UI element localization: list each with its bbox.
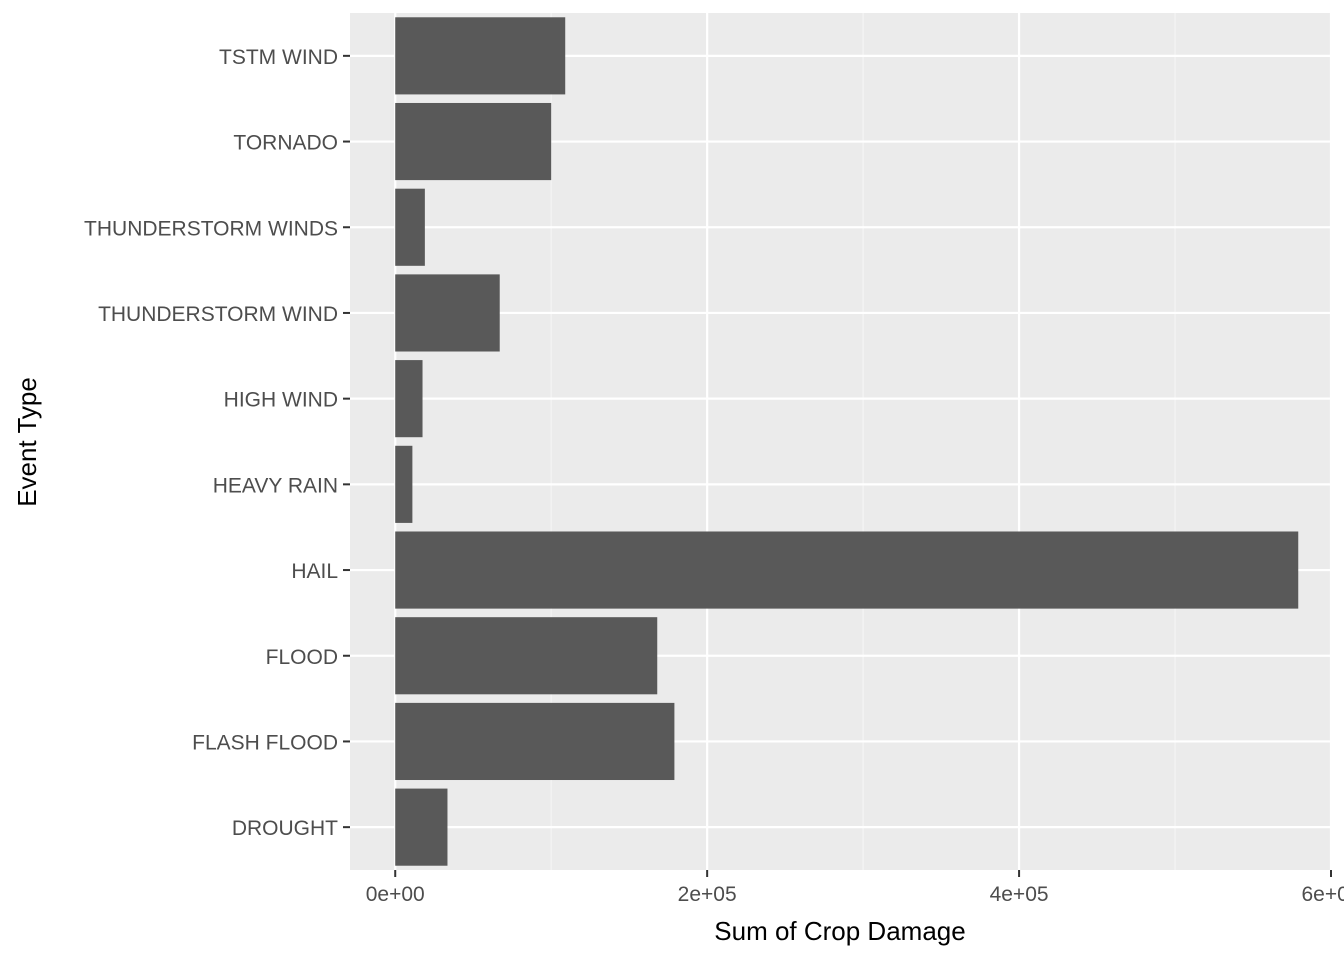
bar	[395, 617, 658, 695]
x-tick-label: 6e+05	[1302, 883, 1344, 906]
y-axis: TSTM WIND TORNADO THUNDERSTORM WINDS THUNDE…	[84, 46, 350, 840]
y-tick-label: DROUGHT	[232, 817, 338, 840]
y-tick-label: HAIL	[291, 560, 338, 583]
bar	[395, 445, 413, 523]
bar	[395, 274, 500, 352]
bar	[395, 702, 675, 781]
bar	[395, 360, 423, 438]
x-axis: 0e+00 2e+05 4e+05 6e+05	[366, 870, 1344, 906]
y-tick-label: HIGH WIND	[224, 389, 338, 412]
y-tick-label: HEAVY RAIN	[213, 474, 338, 497]
bars	[395, 17, 1299, 866]
bar	[395, 788, 448, 866]
x-axis-title: Sum of Crop Damage	[714, 916, 965, 946]
bar	[395, 531, 1299, 609]
x-tick-label: 0e+00	[366, 883, 425, 906]
y-tick-label: TORNADO	[233, 132, 338, 155]
bar	[395, 17, 566, 95]
y-tick-label: THUNDERSTORM WINDS	[84, 217, 338, 240]
y-tick-label: FLOOD	[266, 646, 338, 669]
y-tick-label: THUNDERSTORM WIND	[98, 303, 338, 326]
y-tick-label: FLASH FLOOD	[192, 731, 338, 754]
y-tick-label: TSTM WIND	[219, 46, 338, 69]
bar	[395, 188, 425, 266]
x-tick-label: 4e+05	[990, 883, 1049, 906]
x-tick-label: 2e+05	[678, 883, 737, 906]
bar	[395, 102, 552, 181]
y-axis-title: Event Type	[12, 377, 42, 507]
